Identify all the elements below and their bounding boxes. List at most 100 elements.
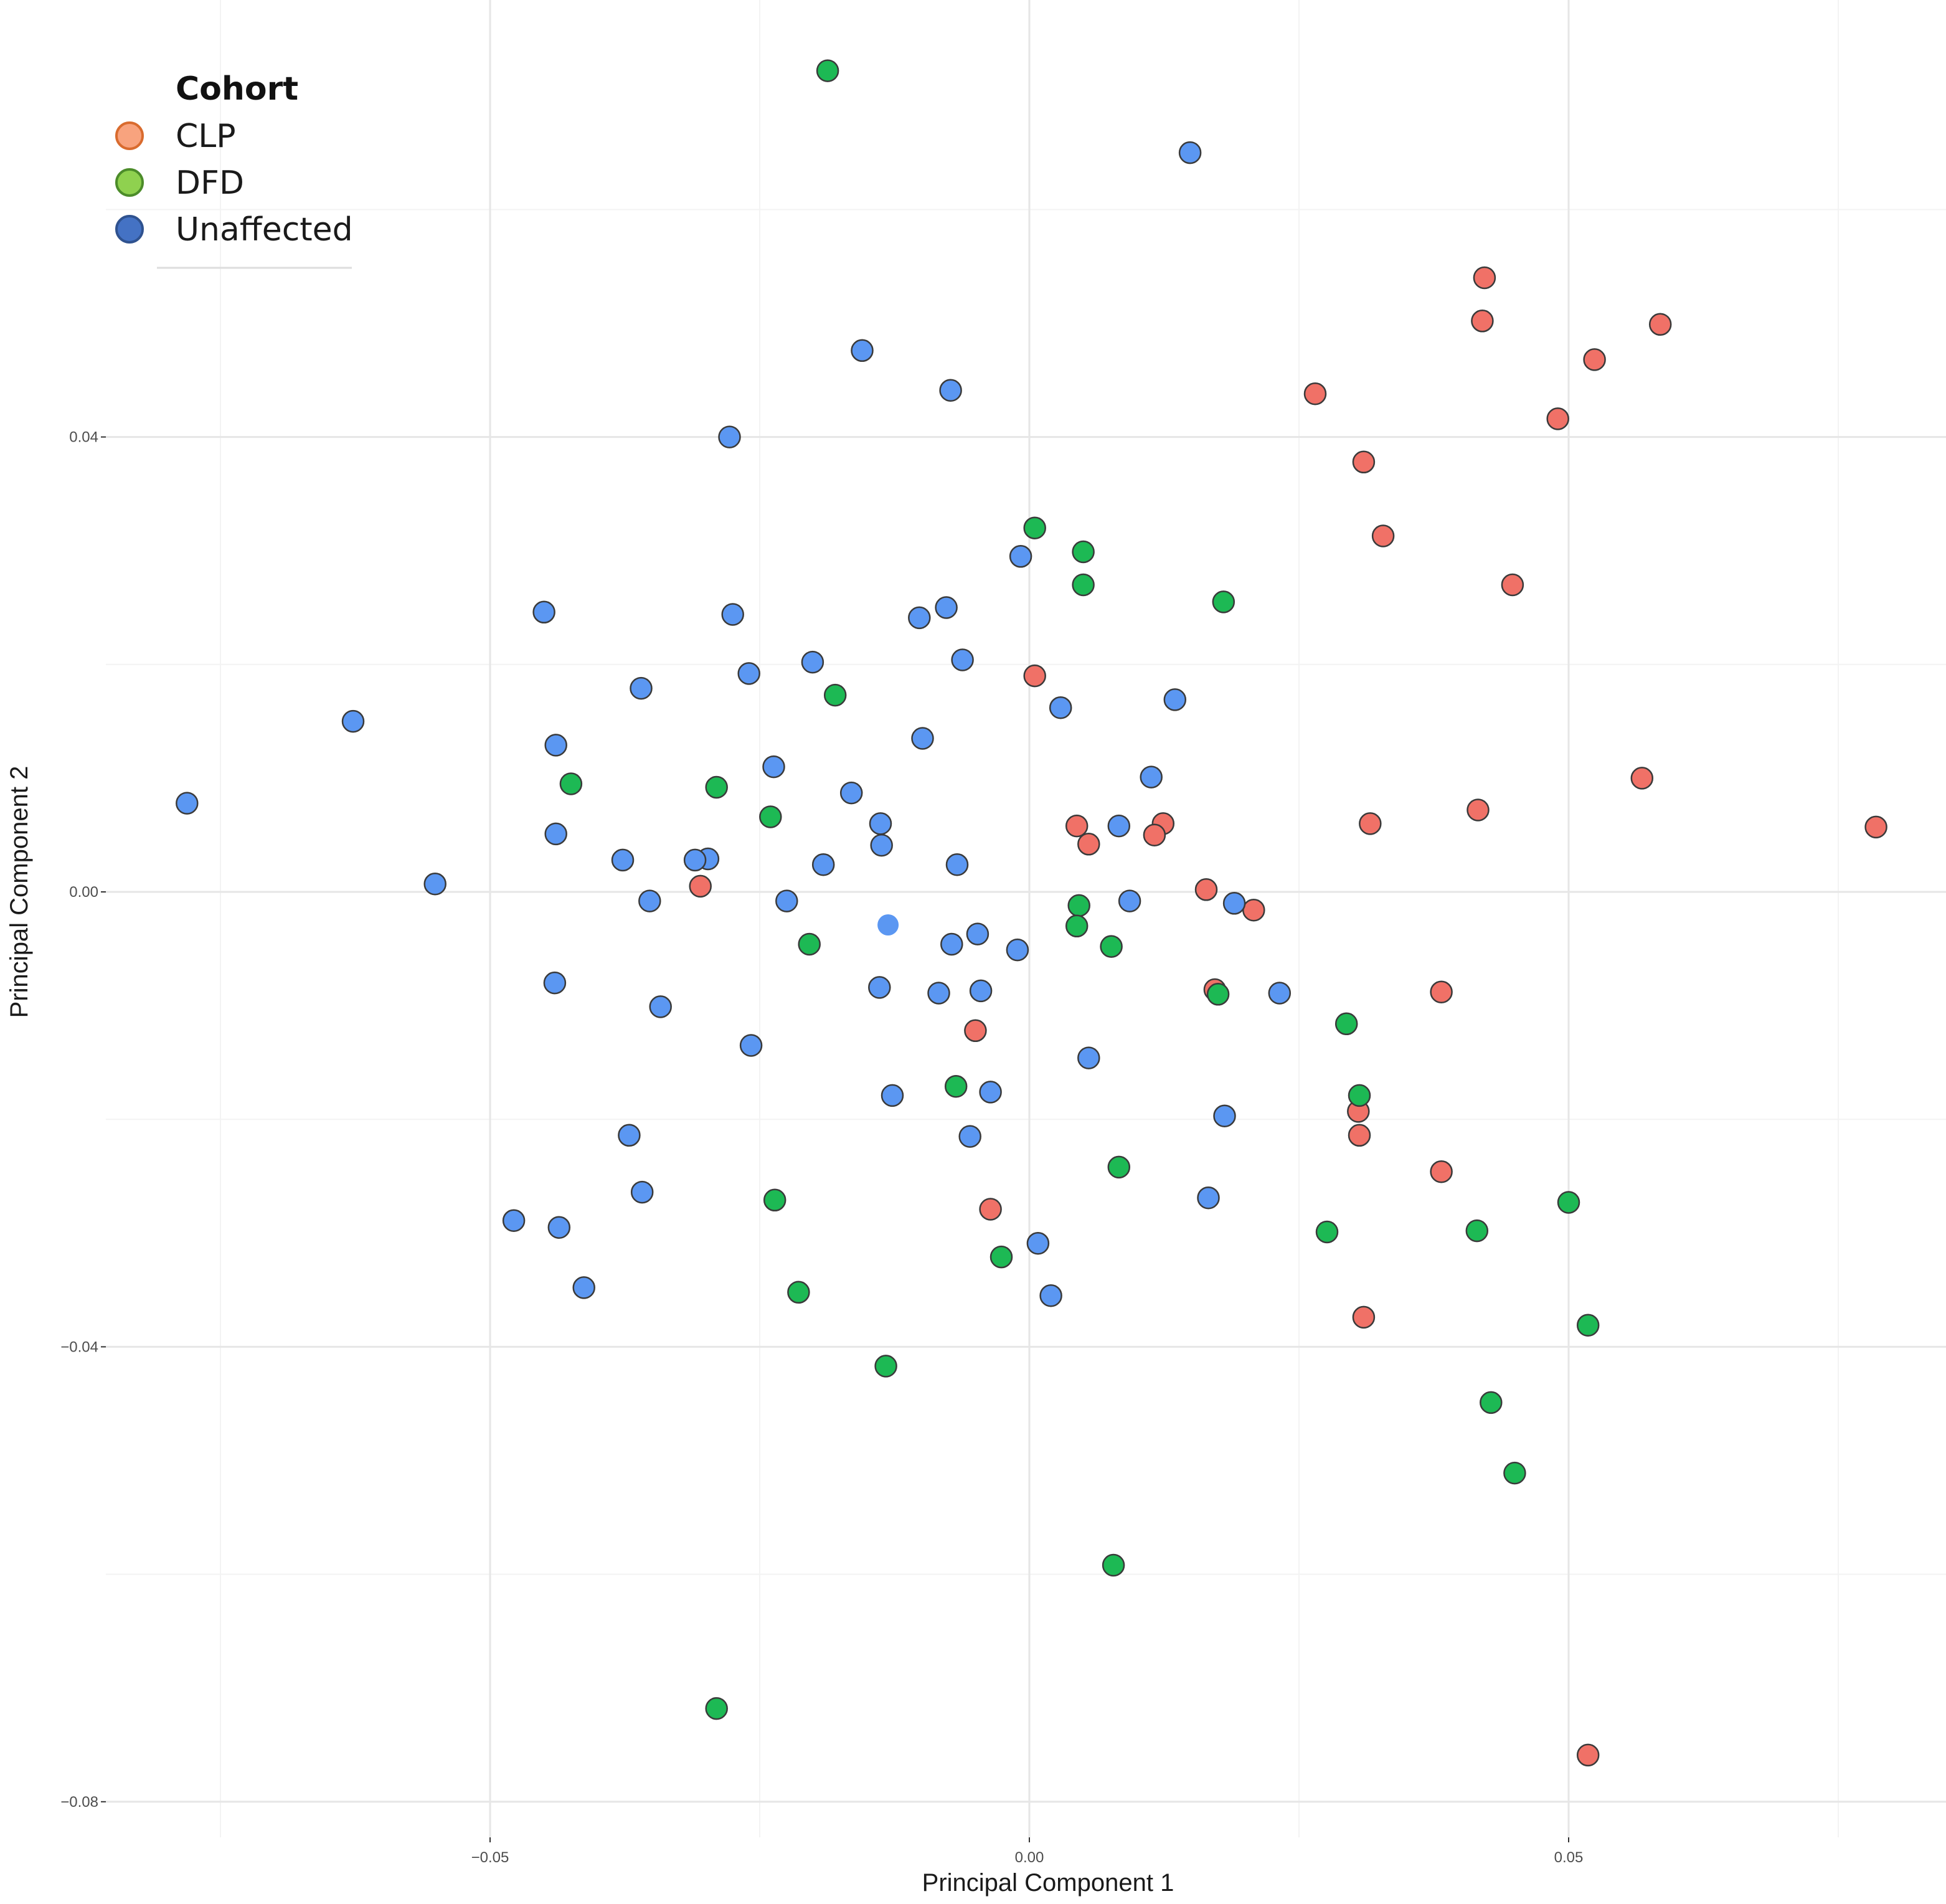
data-point-unaffected (945, 853, 969, 876)
legend-marker-dfd (115, 168, 144, 197)
data-point-unaffected (940, 932, 963, 956)
data-point-unaffected (739, 1034, 763, 1057)
data-point-dfd (1334, 1012, 1358, 1036)
data-point-dfd (1348, 1084, 1371, 1107)
data-point-clp (1143, 823, 1166, 846)
data-point-dfd (1465, 1219, 1489, 1243)
data-point-unaffected (966, 922, 990, 945)
data-point-unaffected (1213, 1104, 1236, 1127)
data-point-dfd (763, 1188, 786, 1212)
data-point-dfd (990, 1245, 1013, 1269)
data-point-unaffected (630, 1180, 654, 1204)
data-point-unaffected (176, 792, 199, 815)
data-point-clp (964, 1019, 987, 1043)
data-point-clp (1546, 407, 1569, 430)
data-point-unaffected (1026, 1231, 1050, 1255)
data-point-dfd (1315, 1220, 1339, 1244)
legend-label-unaffected: Unaffected (176, 211, 353, 249)
data-point-unaffected (721, 603, 744, 626)
data-point-unaffected (1178, 141, 1202, 164)
data-point-unaffected (869, 812, 892, 835)
data-point-clp (1352, 450, 1376, 474)
data-point-unaffected (927, 982, 950, 1005)
data-point-unaffected (935, 596, 958, 619)
data-point-clp (1065, 814, 1089, 838)
data-point-dfd (816, 59, 839, 82)
data-point-unaffected (543, 971, 567, 995)
data-point-unaffected (544, 734, 567, 757)
data-point-dfd (1072, 540, 1095, 564)
axis-ticks: −0.05 0.00 0.05 0.04 0.00 −0.04 −0.08 (60, 429, 1583, 1866)
data-point-dfd (1067, 894, 1090, 917)
data-point-dfd (705, 1697, 728, 1720)
data-point-unaffected (341, 709, 365, 733)
data-point-unaffected (870, 833, 893, 857)
data-point-clp (1077, 833, 1100, 856)
data-point-clp (1630, 767, 1654, 790)
data-point-dfd (1480, 1391, 1503, 1414)
data-point-unaffected (1222, 892, 1246, 915)
data-point-dfd (559, 772, 583, 795)
data-point-unaffected (1197, 1186, 1220, 1210)
data-point-unaffected (1077, 1046, 1100, 1069)
data-point-unaffected (939, 379, 962, 402)
x-tick-label: 0.00 (1015, 1849, 1044, 1866)
data-point-dfd (1072, 573, 1095, 597)
data-point-dfd (1503, 1461, 1526, 1485)
data-point-unaffected (881, 1084, 904, 1107)
data-point-clp (1303, 382, 1327, 405)
data-point-unaffected (638, 889, 661, 912)
data-point-clp (689, 874, 712, 898)
data-point-clp (1352, 1305, 1376, 1329)
data-point-unaffected (1049, 696, 1072, 719)
data-point-unaffected (423, 872, 446, 896)
data-point-unaffected (547, 1216, 571, 1239)
data-point-unaffected (618, 1124, 641, 1147)
data-point-unaffected (851, 339, 874, 362)
data-point-clp (1864, 815, 1887, 839)
data-point-unaffected (801, 650, 824, 674)
data-point-unaffected (1163, 688, 1187, 711)
legend-title: Cohort (176, 70, 298, 108)
data-points (176, 59, 1887, 1767)
data-point-dfd (1023, 516, 1046, 539)
data-point-clp (1348, 1124, 1371, 1147)
data-point-dfd (798, 932, 821, 956)
data-point-unaffected (611, 848, 635, 872)
x-tick-label: −0.05 (471, 1849, 509, 1866)
legend-label-clp: CLP (176, 118, 236, 155)
data-point-dfd (1212, 590, 1235, 613)
data-point-unaffected (951, 648, 974, 671)
data-point-clp (1648, 313, 1672, 336)
legend-label-dfd: DFD (176, 164, 244, 202)
data-point-clp (1430, 1160, 1453, 1183)
data-point-dfd (874, 1355, 897, 1378)
data-point-unaffected (979, 1081, 1002, 1104)
data-point-unaffected (1039, 1284, 1062, 1307)
data-point-unaffected (544, 822, 567, 846)
data-point-dfd (823, 683, 847, 707)
data-point-clp (1471, 310, 1494, 333)
data-point-unaffected (839, 781, 863, 805)
y-tick-label: 0.00 (69, 884, 98, 901)
data-point-dfd (1102, 1553, 1125, 1577)
data-point-dfd (1576, 1314, 1600, 1337)
data-point-clp (1473, 266, 1496, 290)
data-point-unaffected (908, 606, 931, 630)
data-point-clp (1501, 573, 1524, 597)
data-point-unaffected (775, 889, 798, 912)
data-point-dfd (1065, 914, 1089, 938)
y-axis-title: Principal Component 2 (6, 766, 33, 1018)
data-point-clp (1371, 524, 1395, 547)
y-tick-label: 0.04 (69, 429, 98, 446)
data-point-clp (1194, 878, 1218, 901)
data-point-unaffected (1140, 765, 1163, 789)
data-point-clp (1430, 980, 1453, 1003)
data-point-unaffected (1107, 814, 1131, 838)
data-point-dfd (759, 805, 782, 828)
data-point-unaffected (811, 853, 835, 876)
data-point-unaffected (868, 976, 891, 999)
data-point-unaffected (1006, 938, 1029, 962)
